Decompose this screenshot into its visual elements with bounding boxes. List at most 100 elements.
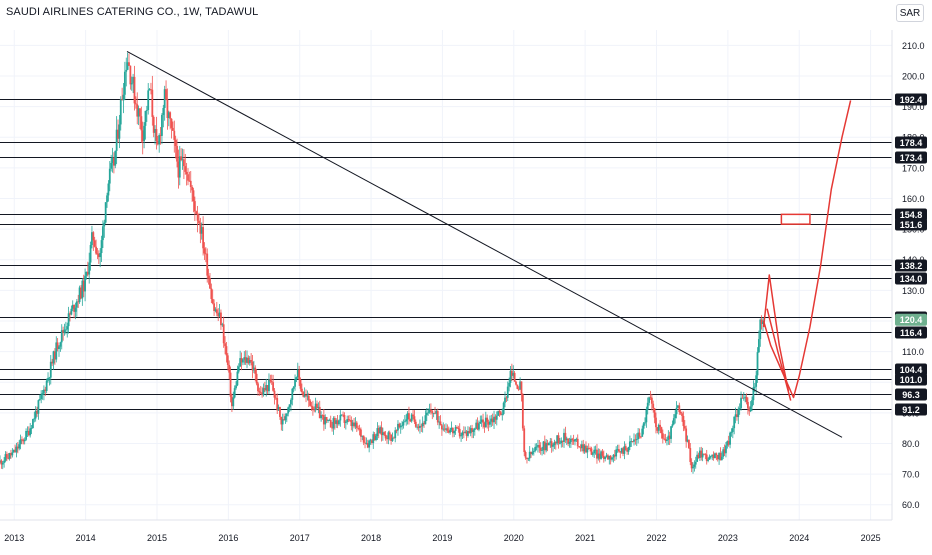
x-tick-label: 2023 [718,533,738,543]
candle-body [542,441,545,451]
candle-body [218,312,221,317]
candle-body [318,406,321,419]
candle-body [387,432,390,440]
candle-body [493,416,495,423]
candle-body [527,458,530,460]
candle-body [0,460,1,462]
candle-body [483,422,486,428]
candle-body [19,439,22,445]
x-tick-label: 2014 [76,533,96,543]
candle-body [600,451,602,459]
candle-body [657,424,660,431]
candle-body [77,301,80,303]
candle-body [380,427,383,436]
candle-body [623,446,626,454]
candle-body [395,430,398,432]
candle-body [668,435,671,439]
currency-button[interactable]: SAR [896,4,924,22]
symbol-title[interactable]: SAUDI AIRLINES CATERING CO., 1W, TADAWUL [6,6,259,18]
candle-body [401,425,403,427]
candle-body [347,419,350,420]
candle-body [439,421,442,426]
candle-body [365,443,368,444]
candle-body [449,429,452,433]
candle-body [213,303,215,311]
candle-body [158,135,161,145]
candle-body [284,416,287,421]
candle-body [290,399,292,405]
candle-body [526,457,528,459]
candle-body [204,253,207,255]
candle-body [445,428,447,430]
x-tick-label: 2024 [789,533,809,543]
candle-body [582,444,585,452]
candle-body [229,372,232,397]
candle-body [611,457,613,460]
candle-body [707,459,710,461]
candle-body [217,313,220,317]
candle-body [47,377,49,381]
candle-body [541,450,543,451]
candle-body [232,397,235,407]
candle-body [269,379,272,382]
projection-path [762,100,852,399]
candle-body [252,367,255,371]
candle-body [43,389,45,394]
candle-body [461,432,464,436]
candle-body [274,397,277,399]
candle-body [516,384,519,389]
candle-body [412,414,414,417]
candle-body [406,413,409,420]
candle-body [151,89,154,117]
candle-body [239,358,242,367]
candle-body [442,428,445,430]
level-label: 101.0 [900,375,923,385]
candle-body [494,416,497,420]
candle-body [698,450,701,459]
level-label-bg [895,272,927,285]
candle-body [106,195,108,203]
candle-body [638,432,641,437]
candle-body [177,161,180,178]
candle-body [748,408,751,412]
candle-body [159,135,162,136]
candle-body [88,262,91,275]
candle-body [280,416,283,425]
candle-body [299,379,302,389]
candle-body [231,396,233,407]
candle-body [202,227,205,249]
candle-body [530,451,532,455]
candle-body [513,372,516,382]
candle-body [594,449,597,451]
trendline-layer[interactable] [126,50,843,438]
candle-body [715,453,718,455]
candle-body [325,417,328,421]
candle-body [115,129,118,151]
candle-body [126,62,129,70]
candle-body [74,307,77,312]
candle-body [583,445,586,452]
candle-body [749,406,752,412]
drawing-layer[interactable] [762,100,852,401]
candle-body [78,287,81,303]
candle-body [585,445,587,453]
candle-body [38,399,41,401]
candle-body [682,415,685,427]
candle-body [642,423,645,429]
candle-body [712,454,715,459]
candle-body [254,367,257,374]
candle-body [350,420,353,427]
horizontal-levels[interactable] [0,99,892,410]
candle-body [111,157,114,163]
candle-body [630,441,633,442]
time-axis[interactable]: 2013 2014 2015 2016 2017 2018 2019 2020 2021 2022… [4,533,880,543]
candle-body [154,129,156,133]
candle-body [97,253,100,258]
candle-body [725,445,727,454]
level-label-bg [895,151,927,164]
candle-body [375,436,377,441]
candle-body [362,435,365,443]
candle-body [405,419,408,422]
